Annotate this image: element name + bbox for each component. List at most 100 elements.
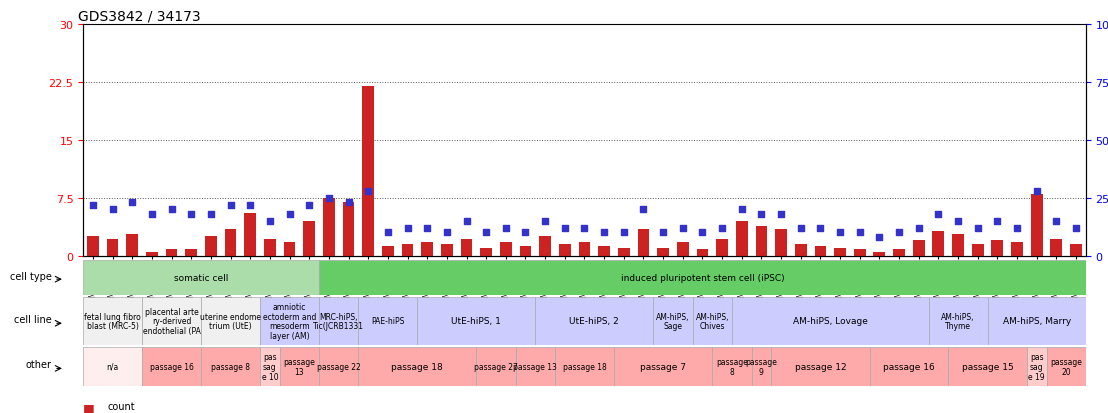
Text: induced pluripotent stem cell (iPSC): induced pluripotent stem cell (iPSC) (620, 273, 784, 282)
Point (340, 199, 358, 206)
Point (792, 225, 810, 232)
Point (399, 225, 417, 232)
Bar (319, 260, 1086, 295)
Bar (500, 242, 512, 256)
Bar (284, 242, 296, 256)
Point (595, 230, 613, 236)
Bar (401, 244, 413, 256)
Point (379, 230, 397, 236)
Bar (834, 248, 847, 256)
Text: pas
sag
e 19: pas sag e 19 (1028, 352, 1045, 381)
Point (1028, 188, 1046, 195)
Point (752, 211, 770, 218)
Point (104, 206, 122, 213)
Bar (260, 297, 319, 345)
Text: other: other (25, 360, 51, 370)
Bar (264, 239, 276, 256)
Point (536, 218, 554, 225)
Point (438, 230, 455, 236)
Text: uterine endome
trium (UtE): uterine endome trium (UtE) (201, 312, 261, 330)
Bar (933, 231, 944, 256)
Text: MRC-hiPS,
Tic(JCRB1331: MRC-hiPS, Tic(JCRB1331 (314, 312, 365, 330)
Point (183, 211, 201, 218)
Bar (598, 247, 611, 256)
Bar (342, 202, 355, 256)
Point (84, 202, 102, 209)
Bar (88, 237, 99, 256)
Bar (716, 239, 728, 256)
Bar (201, 297, 260, 345)
Bar (106, 239, 119, 256)
Bar (83, 297, 142, 345)
Point (694, 230, 711, 236)
Bar (418, 297, 535, 345)
Bar (83, 260, 319, 295)
Bar (142, 297, 201, 345)
Point (576, 225, 594, 232)
Bar (480, 248, 492, 256)
Text: AM-hiPS,
Chives: AM-hiPS, Chives (696, 312, 729, 330)
Point (615, 230, 633, 236)
Text: pas
sag
e 10: pas sag e 10 (261, 352, 278, 381)
Point (772, 211, 790, 218)
Bar (1047, 347, 1086, 386)
Text: passage
13: passage 13 (284, 357, 316, 376)
Bar (776, 229, 787, 256)
Bar (654, 297, 692, 345)
Text: passage 16: passage 16 (150, 362, 194, 371)
Text: AM-hiPS, Marry: AM-hiPS, Marry (1003, 317, 1070, 325)
Bar (732, 297, 929, 345)
Point (1008, 225, 1026, 232)
Point (300, 202, 318, 209)
Bar (358, 347, 476, 386)
Bar (260, 347, 279, 386)
Point (359, 188, 377, 195)
Bar (319, 297, 358, 345)
Bar (578, 242, 591, 256)
Bar (854, 250, 865, 256)
Point (242, 202, 259, 209)
Bar (972, 244, 984, 256)
Point (556, 225, 574, 232)
Bar (476, 347, 515, 386)
Bar (677, 242, 689, 256)
Text: n/a: n/a (106, 362, 119, 371)
Text: passage 12: passage 12 (794, 362, 847, 371)
Point (478, 230, 495, 236)
Bar (992, 241, 1003, 256)
Point (202, 211, 219, 218)
Bar (913, 241, 924, 256)
Point (910, 225, 927, 232)
Bar (461, 239, 472, 256)
Text: PAE-hiPS: PAE-hiPS (371, 317, 404, 325)
Point (163, 206, 181, 213)
Text: AM-hiPS, Lovage: AM-hiPS, Lovage (793, 317, 868, 325)
Text: cell line: cell line (13, 314, 51, 324)
Point (143, 211, 161, 218)
Text: AM-hiPS,
Sage: AM-hiPS, Sage (656, 312, 689, 330)
Bar (126, 235, 138, 256)
Text: passage 18: passage 18 (563, 362, 606, 371)
Text: count: count (107, 401, 135, 411)
Bar (382, 247, 393, 256)
Text: somatic cell: somatic cell (174, 273, 228, 282)
Bar (712, 347, 751, 386)
Text: passage 27: passage 27 (474, 362, 517, 371)
Bar (185, 249, 197, 256)
Bar (1012, 242, 1023, 256)
Bar (692, 297, 732, 345)
Bar (697, 250, 708, 256)
Bar (540, 237, 551, 256)
Text: UtE-hiPS, 1: UtE-hiPS, 1 (451, 317, 501, 325)
Text: percentile rank within the sample: percentile rank within the sample (107, 412, 273, 413)
Bar (441, 244, 453, 256)
Point (674, 225, 691, 232)
Bar (614, 347, 712, 386)
Text: passage 13: passage 13 (513, 362, 557, 371)
Bar (515, 347, 555, 386)
Text: passage 7: passage 7 (640, 362, 686, 371)
Point (811, 225, 829, 232)
Bar (245, 214, 256, 256)
Point (419, 225, 437, 232)
Point (222, 202, 239, 209)
